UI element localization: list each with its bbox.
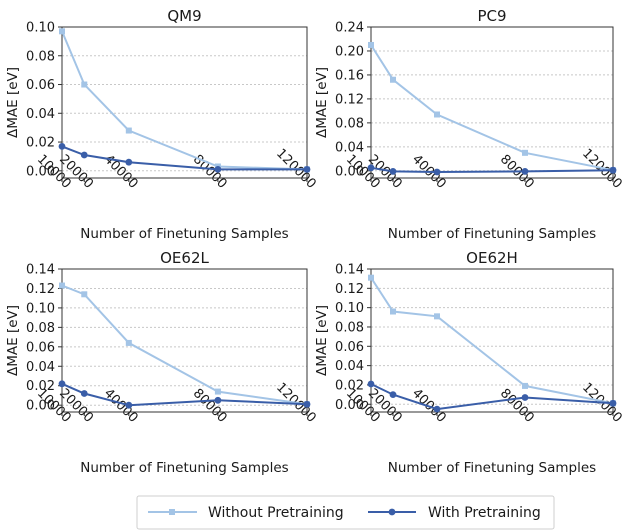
chart-qm9-line-without-pretraining [61,30,308,171]
chart-pc9-line-with-pretraining [370,166,614,174]
chart-pc9-point-without-pretraining [390,76,396,83]
chart-oe62l-point-with-pretraining [80,390,88,397]
chart-qm9-ytick-label: 0.08 [26,49,55,64]
chart-pc9-point-without-pretraining [434,111,440,118]
chart-qm9-ylabel: ΔMAE [eV] [5,67,21,138]
legend-label-with-pretraining: With Pretraining [428,505,541,521]
chart-oe62l-point-with-pretraining [214,396,222,404]
chart-oe62l-point-with-pretraining [303,400,311,408]
chart-qm9-point-with-pretraining [58,142,66,150]
chart-qm9-point-with-pretraining [303,165,311,173]
chart-oe62l-xlabel: Number of Finetuning Samples [80,460,288,476]
chart-qm9-point-with-pretraining [214,165,222,173]
chart-oe62h-ylabel: ΔMAE [eV] [314,305,330,376]
chart-qm9-line-with-pretraining [61,145,307,171]
chart-pc9-ytick-label: 0.24 [335,21,364,36]
chart-oe62h-point-with-pretraining [609,399,617,407]
chart-oe62h-xlabel: Number of Finetuning Samples [388,460,596,476]
legend-marker-with-pretraining [388,508,396,516]
chart-oe62h-point-with-pretraining [433,405,441,413]
chart-oe62l-plot-area [61,268,308,413]
legend-box [136,495,555,530]
chart-oe62l-line-without-pretraining [61,284,308,406]
chart-oe62l-ytick-label: 0.04 [26,360,55,375]
chart-qm9-point-without-pretraining [125,127,132,134]
chart-qm9-plot-area [61,26,308,179]
chart-oe62h-point-with-pretraining [521,394,529,401]
chart-oe62h-title: OE62H [466,249,518,267]
legend-label-without-pretraining: Without Pretraining [208,505,344,521]
chart-oe62h-point-with-pretraining [367,380,375,388]
chart-pc9-plot-area [370,26,614,179]
chart-oe62l-point-without-pretraining [214,388,221,395]
chart-oe62h-point-without-pretraining [522,382,528,389]
chart-pc9-ytick-label: 0.00 [335,164,364,179]
chart-qm9-ytick-label: 0.10 [26,21,55,36]
chart-oe62l-ytick-label: 0.12 [26,282,55,297]
chart-pc9-ytick-label: 0.04 [335,140,364,155]
chart-qm9-xlabel: Number of Finetuning Samples [80,226,288,242]
chart-oe62l-point-with-pretraining [58,380,66,388]
chart-pc9-title: PC9 [477,7,506,25]
chart-oe62h-ytick-label: 0.14 [335,263,364,278]
chart-qm9-ytick-label: 0.00 [26,164,55,179]
chart-oe62h-ytick-label: 0.06 [335,340,364,355]
chart-oe62l-ytick-label: 0.02 [26,379,55,394]
legend: Without Pretraining With Pretraining [136,495,555,530]
chart-qm9-point-with-pretraining [80,151,88,159]
chart-oe62l-ytick-label: 0.00 [26,399,55,414]
chart-oe62h-ytick-label: 0.08 [335,320,364,335]
chart-qm9-ytick-label: 0.04 [26,107,55,122]
chart-oe62h-point-without-pretraining [434,313,440,320]
chart-pc9-point-with-pretraining [389,168,397,175]
chart-oe62l-title: OE62L [160,249,209,267]
chart-oe62l-point-without-pretraining [125,339,132,346]
chart-pc9-point-with-pretraining [433,168,441,176]
chart-oe62l-ytick-label: 0.14 [26,263,55,278]
chart-pc9-point-with-pretraining [367,164,375,172]
chart-qm9-ytick-label: 0.06 [26,78,55,93]
chart-pc9-ytick-label: 0.12 [335,92,364,107]
chart-qm9-title: QM9 [167,7,201,25]
legend-marker-without-pretraining [169,509,175,515]
chart-oe62l-ytick-label: 0.10 [26,301,55,316]
chart-pc9-line-without-pretraining [370,44,614,172]
chart-pc9-ytick-label: 0.20 [335,44,364,59]
chart-pc9-point-with-pretraining [521,168,529,175]
chart-pc9-xlabel: Number of Finetuning Samples [388,226,596,242]
chart-oe62h-ytick-label: 0.02 [335,378,364,393]
chart-oe62h-ytick-label: 0.04 [335,359,364,374]
chart-oe62l-ytick-label: 0.08 [26,321,55,336]
chart-qm9-point-with-pretraining [125,158,133,166]
chart-pc9-point-with-pretraining [609,166,617,174]
chart-oe62l-point-without-pretraining [81,291,88,298]
chart-qm9-ytick-label: 0.02 [26,136,55,151]
chart-oe62l-panel: 0.000.020.040.060.080.100.120.1410000200… [5,249,319,476]
chart-oe62h-panel: 0.000.020.040.060.080.100.120.1410000200… [314,249,625,476]
chart-oe62h-plot-area [370,268,614,413]
chart-oe62h-point-without-pretraining [390,308,396,315]
chart-qm9-point-without-pretraining [59,28,65,35]
chart-pc9-ytick-label: 0.16 [335,68,364,83]
chart-oe62l-line-with-pretraining [61,382,308,407]
chart-oe62l-ylabel: ΔMAE [eV] [5,305,21,376]
chart-oe62h-ytick-label: 0.12 [335,282,364,297]
chart-oe62h-ytick-label: 0.10 [335,301,364,316]
chart-oe62l-xtick-label: 40000 [101,386,141,426]
chart-oe62h-point-with-pretraining [389,391,397,399]
chart-pc9-ytick-label: 0.08 [335,116,364,131]
chart-oe62l-point-with-pretraining [125,401,133,409]
chart-oe62h-ytick-label: 0.00 [335,398,364,413]
chart-oe62h-xtick-label: 80000 [497,386,537,426]
chart-pc9-point-without-pretraining [522,149,528,156]
chart-oe62l-point-without-pretraining [59,282,65,289]
chart-pc9-ylabel: ΔMAE [eV] [314,67,330,138]
chart-pc9-point-without-pretraining [368,41,374,48]
chart-oe62l-ytick-label: 0.06 [26,340,55,355]
chart-qm9-point-without-pretraining [81,81,88,88]
chart-oe62h-point-without-pretraining [368,274,374,281]
